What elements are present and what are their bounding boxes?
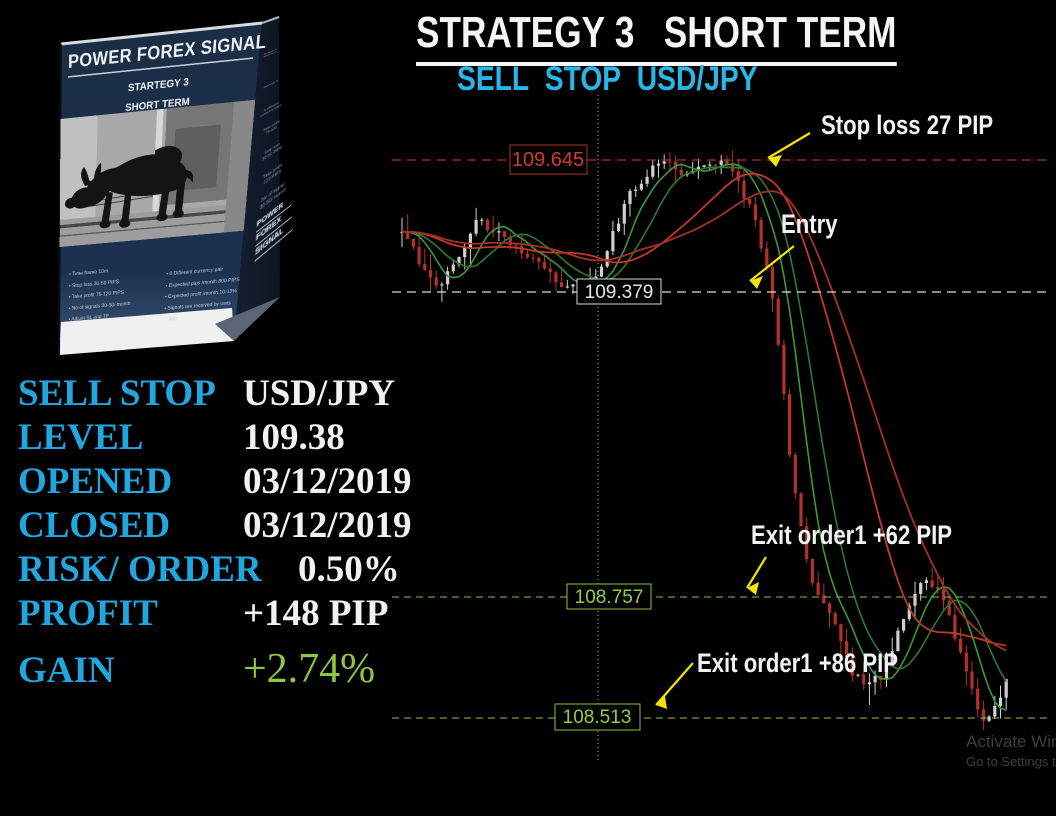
svg-text:Go to Settings to activate Win: Go to Settings to activate Windows. [966, 754, 1056, 769]
svg-text:109.379: 109.379 [585, 282, 654, 303]
svg-text:Activate Windows: Activate Windows [966, 732, 1056, 751]
svg-text:Exit order1 +86 PIP: Exit order1 +86 PIP [697, 649, 898, 679]
svg-text:Stop loss 27 PIP: Stop loss 27 PIP [821, 111, 993, 141]
svg-text:Entry: Entry [781, 210, 838, 240]
svg-text:Exit order1 +62 PIP: Exit order1 +62 PIP [751, 521, 952, 551]
svg-text:108.513: 108.513 [563, 707, 632, 728]
svg-text:108.757: 108.757 [575, 587, 644, 608]
svg-text:109.645: 109.645 [512, 149, 584, 171]
